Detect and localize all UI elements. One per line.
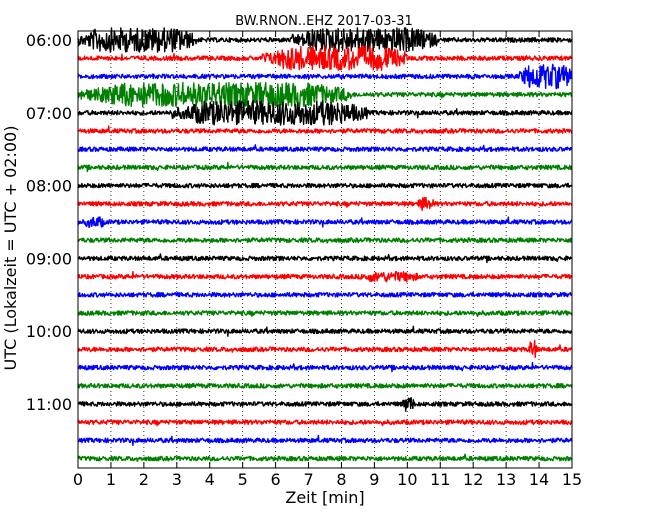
x-tick-label: 9 — [369, 470, 379, 489]
trace-row-1145 — [77, 453, 573, 463]
x-tick-label: 7 — [303, 470, 313, 489]
y-tick-label: 11:00 — [26, 395, 72, 414]
trace-row-1000 — [77, 325, 573, 337]
plot-frame — [77, 30, 573, 469]
trace-row-0730 — [77, 144, 573, 153]
trace-row-0800 — [77, 182, 573, 189]
axes — [77, 30, 573, 469]
trace-row-0900 — [77, 253, 573, 264]
x-tick-label: 4 — [205, 470, 215, 489]
trace-row-0815 — [77, 196, 573, 211]
x-tick-label: 14 — [529, 470, 549, 489]
x-axis-ticks: 0 1 2 3 4 5 6 7 8 9 10 11 12 13 14 15 — [73, 31, 582, 489]
trace-row-1030 — [77, 361, 573, 373]
x-tick-label: 13 — [496, 470, 516, 489]
x-tick-label: 1 — [106, 470, 116, 489]
y-tick-label: 10:00 — [26, 322, 72, 341]
trace-row-1100 — [77, 396, 573, 412]
trace-row-0645 — [77, 81, 573, 108]
trace-row-1130 — [77, 434, 573, 447]
y-tick-label: 06:00 — [26, 31, 72, 50]
trace-row-0745 — [77, 161, 573, 173]
x-tick-label: 11 — [430, 470, 450, 489]
x-tick-label: 12 — [463, 470, 483, 489]
trace-row-1015 — [77, 339, 573, 359]
x-tick-label: 5 — [238, 470, 248, 489]
trace-row-0915 — [77, 270, 573, 283]
trace-row-0930 — [77, 291, 573, 298]
trace-row-0845 — [77, 237, 573, 244]
x-tick-label: 15 — [562, 470, 582, 489]
x-tick-label: 8 — [336, 470, 346, 489]
trace-row-1115 — [77, 419, 573, 427]
seismogram-traces — [77, 27, 573, 463]
trace-row-0700 — [77, 99, 573, 126]
x-axis-label: Zeit [min] — [285, 488, 364, 507]
trace-row-0615 — [77, 45, 573, 71]
chart-title: BW.RNON..EHZ 2017-03-31 — [235, 14, 413, 29]
x-tick-label: 0 — [73, 470, 83, 489]
trace-row-0715 — [77, 125, 573, 135]
y-tick-label: 09:00 — [26, 249, 72, 268]
x-tick-label: 6 — [271, 470, 281, 489]
trace-row-1045 — [77, 382, 573, 389]
x-tick-label: 3 — [172, 470, 182, 489]
x-tick-label: 2 — [139, 470, 149, 489]
trace-row-0630 — [77, 63, 573, 90]
x-tick-label: 10 — [397, 470, 417, 489]
y-tick-label: 08:00 — [26, 177, 72, 196]
y-axis-label: UTC (Lokalzeit = UTC + 02:00) — [1, 126, 20, 371]
y-tick-label: 07:00 — [26, 104, 72, 123]
trace-row-0830 — [77, 216, 573, 228]
trace-row-0945 — [77, 310, 573, 318]
y-axis-ticks: 06:00 07:00 08:00 09:00 10:00 11:00 — [26, 31, 572, 414]
